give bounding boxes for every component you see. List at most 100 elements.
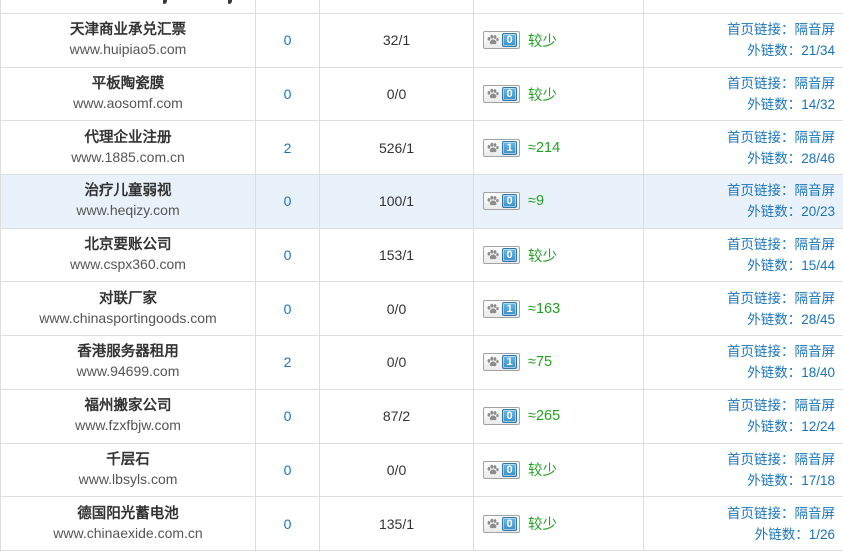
outlink-count-line[interactable]: 外链数：18/40 xyxy=(747,365,835,381)
collect-ratio: 135/1 xyxy=(319,497,473,550)
paw-icon xyxy=(486,87,500,101)
collect-ratio: 100/1 xyxy=(319,175,473,228)
site-cell: 对联厂家 www.chinasportingoods.com xyxy=(0,282,255,336)
index-count[interactable]: 0 xyxy=(255,14,319,67)
outlink-count-line[interactable]: 外链数：21/34 xyxy=(747,43,835,59)
outlink-count-line[interactable]: 外链数：28/46 xyxy=(747,150,835,166)
collect-ratio: 153/1 xyxy=(319,228,473,282)
collect-ratio: 0/0 xyxy=(319,443,473,497)
paw-icon xyxy=(486,517,500,531)
links-cell: 首页链接：隔音屏 外链数：17/18 xyxy=(643,443,843,497)
table-row: 治疗儿童弱视 www.heqizy.com 0 100/1 0 ≈9 xyxy=(0,175,843,229)
table-row: 千层石 www.lbsyls.com 0 0/0 0 较少 xyxy=(0,443,843,498)
table-row: 福州搬家公司 www.fzxfbjw.com 0 87/2 0 ≈265 xyxy=(0,389,843,444)
index-count[interactable]: 0 xyxy=(255,67,319,121)
homepage-link-line[interactable]: 首页链接：隔音屏 xyxy=(727,129,835,145)
weight-cell: 1 ≈163 xyxy=(473,282,643,336)
baidu-weight-badge[interactable]: 0 xyxy=(483,407,520,426)
site-cell: 香港服务器租用 www.94699.com xyxy=(0,336,255,389)
index-count[interactable]: 0 xyxy=(255,389,319,443)
site-cell: 天津商业承兑汇票 www.huipiao5.com xyxy=(0,14,255,67)
collect-ratio: 32/1 xyxy=(319,14,473,67)
site-title: 北京要账公司 xyxy=(84,237,172,254)
links-cell: 首页链接：隔音屏 外链数：14/32 xyxy=(643,67,843,121)
collect-ratio: 0/0 xyxy=(319,282,473,336)
weight-traffic-text: 较少 xyxy=(528,87,557,104)
homepage-link-line[interactable]: 首页链接：隔音屏 xyxy=(727,451,835,467)
descender-mark xyxy=(163,0,167,4)
weight-cell: 0 ≈9 xyxy=(473,175,643,228)
outlink-count-line[interactable]: 外链数：14/32 xyxy=(747,97,835,113)
outlink-count-line[interactable]: 外链数：28/45 xyxy=(747,311,835,327)
paw-icon xyxy=(486,355,500,369)
baidu-weight-badge[interactable]: 0 xyxy=(483,246,520,265)
weight-value: 1 xyxy=(502,355,517,370)
weight-traffic-text: 较少 xyxy=(528,33,557,50)
site-title: 德国阳光蓄电池 xyxy=(77,505,179,522)
clipped-cell xyxy=(473,0,643,13)
index-count[interactable]: 0 xyxy=(255,175,319,228)
weight-cell: 1 ≈214 xyxy=(473,121,643,175)
homepage-link-line[interactable]: 首页链接：隔音屏 xyxy=(727,76,835,92)
baidu-weight-badge[interactable]: 0 xyxy=(483,31,520,50)
baidu-weight-badge[interactable]: 0 xyxy=(483,460,520,479)
outlink-count-line[interactable]: 外链数：20/23 xyxy=(747,204,835,220)
links-cell: 首页链接：隔音屏 外链数：18/40 xyxy=(643,336,843,389)
homepage-link-line[interactable]: 首页链接：隔音屏 xyxy=(727,22,835,38)
table-row: 香港服务器租用 www.94699.com 2 0/0 1 ≈75 xyxy=(0,336,843,390)
site-cell: 福州搬家公司 www.fzxfbjw.com xyxy=(0,389,255,443)
weight-traffic-text: 较少 xyxy=(528,248,557,265)
collect-ratio: 526/1 xyxy=(319,121,473,175)
homepage-link-line[interactable]: 首页链接：隔音屏 xyxy=(727,398,835,414)
site-url: www.fzxfbjw.com xyxy=(75,417,181,434)
site-cell: 治疗儿童弱视 www.heqizy.com xyxy=(0,175,255,228)
table-row: 北京要账公司 www.cspx360.com 0 153/1 0 较少 xyxy=(0,228,843,283)
paw-icon xyxy=(486,463,500,477)
site-url: www.cspx360.com xyxy=(70,256,186,273)
weight-traffic-text: ≈9 xyxy=(528,193,545,210)
collect-ratio: 87/2 xyxy=(319,389,473,443)
outlink-count-line[interactable]: 外链数：15/44 xyxy=(747,258,835,274)
site-title: 平板陶瓷膜 xyxy=(91,76,165,93)
weight-value: 0 xyxy=(502,409,517,424)
weight-value: 1 xyxy=(502,140,517,155)
table-row: 对联厂家 www.chinasportingoods.com 0 0/0 1 ≈… xyxy=(0,282,843,337)
index-count[interactable]: 0 xyxy=(255,443,319,497)
baidu-weight-badge[interactable]: 1 xyxy=(483,299,520,318)
homepage-link-line[interactable]: 首页链接：隔音屏 xyxy=(727,183,835,199)
outlink-count-line[interactable]: 外链数：12/24 xyxy=(747,419,835,435)
clipped-cell xyxy=(319,0,473,13)
homepage-link-line[interactable]: 首页链接：隔音屏 xyxy=(727,290,835,306)
weight-cell: 0 ≈265 xyxy=(473,389,643,443)
links-cell: 首页链接：隔音屏 外链数：28/46 xyxy=(643,121,843,175)
weight-cell: 0 较少 xyxy=(473,67,643,121)
baidu-weight-badge[interactable]: 0 xyxy=(483,85,520,104)
baidu-weight-badge[interactable]: 0 xyxy=(483,192,520,211)
homepage-link-line[interactable]: 首页链接：隔音屏 xyxy=(727,505,835,521)
site-url: www.lbsyls.com xyxy=(78,470,178,487)
site-title: 天津商业承兑汇票 xyxy=(70,22,186,39)
table-row: 天津商业承兑汇票 www.huipiao5.com 0 32/1 0 较少 xyxy=(0,14,843,68)
homepage-link-line[interactable]: 首页链接：隔音屏 xyxy=(727,237,835,253)
index-count[interactable]: 0 xyxy=(255,497,319,550)
weight-cell: 1 ≈75 xyxy=(473,336,643,389)
site-url: www.heqizy.com xyxy=(76,202,180,219)
index-count[interactable]: 2 xyxy=(255,336,319,389)
collect-ratio: 0/0 xyxy=(319,67,473,121)
site-url: www.chinasportingoods.com xyxy=(39,309,217,326)
baidu-weight-badge[interactable]: 1 xyxy=(483,353,520,372)
index-count[interactable]: 2 xyxy=(255,121,319,175)
weight-value: 0 xyxy=(502,462,517,477)
homepage-link-line[interactable]: 首页链接：隔音屏 xyxy=(727,344,835,360)
index-count[interactable]: 0 xyxy=(255,282,319,336)
baidu-weight-badge[interactable]: 0 xyxy=(483,514,520,533)
outlink-count-line[interactable]: 外链数：17/18 xyxy=(747,472,835,488)
index-count[interactable]: 0 xyxy=(255,228,319,282)
site-title: 治疗儿童弱视 xyxy=(84,183,172,200)
site-cell: 德国阳光蓄电池 www.chinaexide.com.cn xyxy=(0,497,255,550)
weight-value: 0 xyxy=(502,516,517,531)
links-cell: 首页链接：隔音屏 外链数：15/44 xyxy=(643,228,843,282)
outlink-count-line[interactable]: 外链数：1/26 xyxy=(754,526,835,542)
baidu-weight-badge[interactable]: 1 xyxy=(483,138,520,157)
